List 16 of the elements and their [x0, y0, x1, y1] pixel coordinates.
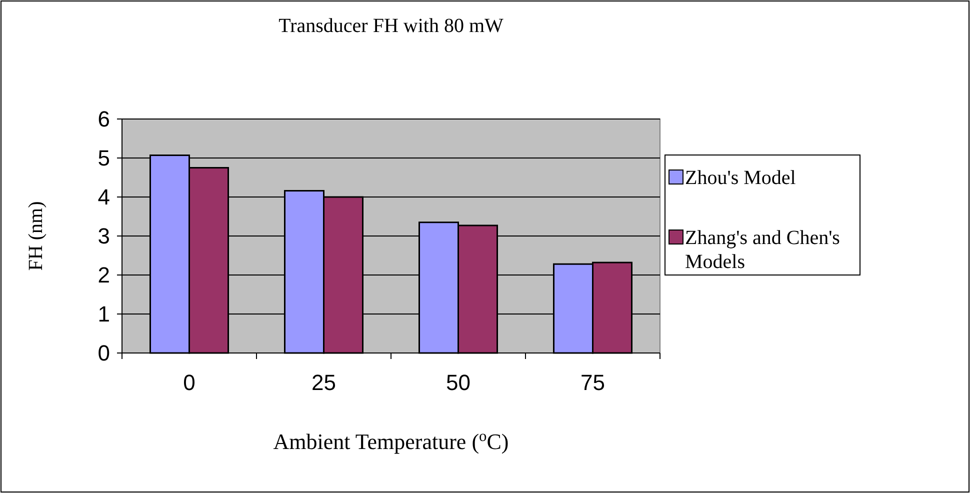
y-tick-label: 3 — [98, 224, 110, 249]
x-tick-label: 75 — [580, 370, 605, 395]
y-tick-label: 1 — [98, 302, 110, 327]
y-tick-label: 6 — [98, 106, 110, 132]
x-axis-title: Ambient Temperature ($^{o}$C) — [273, 428, 509, 454]
y-tick-label: 2 — [98, 262, 110, 288]
y-axis-title: FH (nm) — [25, 201, 47, 271]
legend-label: Zhang's and Chen's Models — [685, 227, 840, 273]
chart-title: Transducer FH with 80 mW — [278, 15, 504, 37]
legend-label: Zhou's Model — [685, 167, 796, 189]
x-tick-label: 0 — [183, 370, 196, 395]
y-tick-label: 4 — [98, 184, 110, 210]
x-tick-label: 50 — [446, 370, 470, 395]
x-tick-label: 25 — [312, 370, 336, 395]
y-tick-label: 5 — [98, 146, 110, 171]
y-tick-label: 0 — [98, 340, 110, 366]
